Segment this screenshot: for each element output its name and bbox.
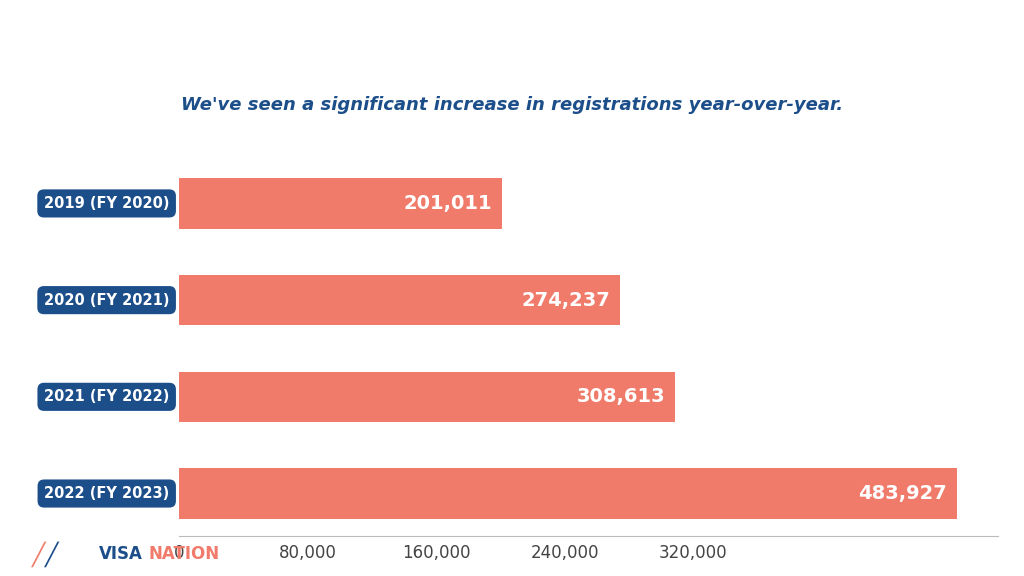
Text: ╱: ╱ [45, 541, 58, 567]
Text: 2022 (FY 2023): 2022 (FY 2023) [44, 486, 169, 501]
Text: 2020 (FY 2021): 2020 (FY 2021) [44, 293, 169, 308]
Bar [179, 372, 675, 422]
Text: 274,237: 274,237 [521, 291, 610, 310]
Text: VISA: VISA [99, 545, 143, 563]
Bar [179, 468, 956, 518]
Bar [179, 275, 620, 325]
Text: 308,613: 308,613 [577, 387, 666, 406]
Text: ╱: ╱ [32, 541, 45, 567]
Bar [179, 179, 502, 229]
Text: 2021 (FY 2022): 2021 (FY 2022) [44, 389, 169, 404]
Text: 201,011: 201,011 [403, 194, 493, 213]
Text: 2019 (FY 2020): 2019 (FY 2020) [44, 196, 169, 211]
Text: H-1B Registrations Received Per Year: H-1B Registrations Received Per Year [130, 20, 894, 55]
Text: NATION: NATION [148, 545, 220, 563]
Text: We've seen a significant increase in registrations year-over-year.: We've seen a significant increase in reg… [181, 96, 843, 114]
Text: 483,927: 483,927 [858, 484, 947, 503]
